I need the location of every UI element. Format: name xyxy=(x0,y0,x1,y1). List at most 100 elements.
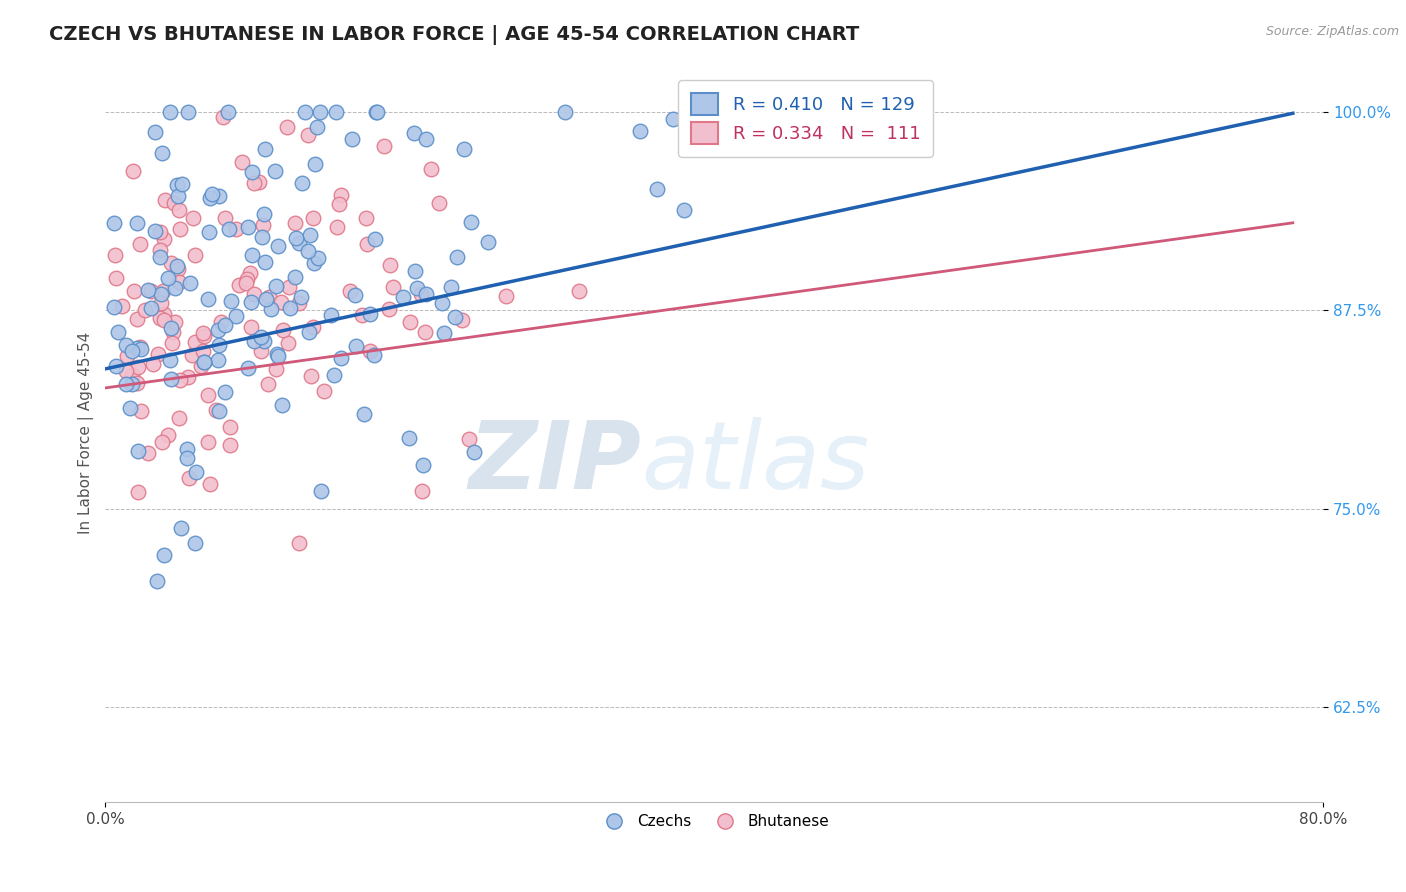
Point xyxy=(356,236,378,251)
Point xyxy=(359,306,381,320)
Point xyxy=(181,348,204,362)
Point xyxy=(242,165,264,179)
Point xyxy=(184,248,207,262)
Point xyxy=(166,178,188,192)
Point xyxy=(381,280,404,294)
Point xyxy=(831,104,853,119)
Point xyxy=(373,138,395,153)
Point xyxy=(121,344,143,359)
Point xyxy=(236,220,259,235)
Point xyxy=(314,384,336,399)
Point xyxy=(319,308,342,322)
Point xyxy=(207,353,229,368)
Point xyxy=(169,222,191,236)
Point xyxy=(208,403,231,417)
Point xyxy=(129,236,152,251)
Point xyxy=(342,132,364,146)
Point xyxy=(463,444,485,458)
Point xyxy=(127,484,149,499)
Point xyxy=(249,175,271,189)
Point xyxy=(129,343,152,357)
Point xyxy=(266,347,288,361)
Point xyxy=(160,372,183,386)
Point xyxy=(378,258,401,272)
Point xyxy=(239,320,262,334)
Point xyxy=(225,221,247,235)
Point xyxy=(153,548,176,562)
Text: atlas: atlas xyxy=(641,417,869,508)
Point xyxy=(398,431,420,445)
Point xyxy=(267,349,290,363)
Point xyxy=(353,407,375,421)
Point xyxy=(249,344,271,359)
Point xyxy=(240,248,263,262)
Point xyxy=(198,191,221,205)
Point xyxy=(121,376,143,391)
Point xyxy=(105,271,128,285)
Point xyxy=(297,244,319,258)
Point xyxy=(239,294,262,309)
Point xyxy=(103,216,125,230)
Point xyxy=(183,536,205,550)
Point xyxy=(127,360,149,375)
Point xyxy=(169,203,191,218)
Point xyxy=(149,250,172,264)
Point xyxy=(228,277,250,292)
Point xyxy=(415,287,437,301)
Point xyxy=(352,308,374,322)
Point xyxy=(167,261,190,276)
Point xyxy=(304,255,326,269)
Point xyxy=(277,335,299,350)
Point xyxy=(477,235,499,249)
Point xyxy=(160,321,183,335)
Point xyxy=(359,343,381,358)
Point xyxy=(363,348,385,362)
Point xyxy=(134,302,156,317)
Point xyxy=(169,521,191,535)
Point xyxy=(354,211,377,225)
Point xyxy=(236,272,259,286)
Legend: Czechs, Bhutanese: Czechs, Bhutanese xyxy=(593,808,835,835)
Point xyxy=(121,368,143,382)
Point xyxy=(149,225,172,239)
Point xyxy=(366,104,388,119)
Point xyxy=(298,227,321,242)
Point xyxy=(143,224,166,238)
Point xyxy=(264,279,287,293)
Point xyxy=(129,404,152,418)
Point xyxy=(115,376,138,391)
Point xyxy=(411,484,433,499)
Point xyxy=(330,187,353,202)
Point xyxy=(366,104,388,119)
Point xyxy=(446,251,468,265)
Point xyxy=(270,295,292,310)
Point xyxy=(191,326,214,340)
Point xyxy=(672,203,695,218)
Point xyxy=(136,446,159,460)
Point xyxy=(219,438,242,452)
Point xyxy=(198,225,221,239)
Point xyxy=(218,221,240,235)
Point xyxy=(149,295,172,310)
Point xyxy=(254,292,277,306)
Point xyxy=(305,120,328,135)
Point xyxy=(136,284,159,298)
Point xyxy=(328,197,350,211)
Point xyxy=(142,357,165,371)
Point xyxy=(162,336,184,351)
Point xyxy=(208,189,231,203)
Y-axis label: In Labor Force | Age 45-54: In Labor Force | Age 45-54 xyxy=(79,332,94,534)
Point xyxy=(231,155,253,169)
Point xyxy=(278,301,301,315)
Point xyxy=(114,338,136,352)
Point xyxy=(404,264,426,278)
Point xyxy=(149,311,172,326)
Point xyxy=(153,232,176,246)
Point xyxy=(628,124,651,138)
Point xyxy=(197,388,219,402)
Point xyxy=(125,312,148,326)
Point xyxy=(183,334,205,349)
Point xyxy=(139,301,162,316)
Point xyxy=(495,289,517,303)
Point xyxy=(169,373,191,387)
